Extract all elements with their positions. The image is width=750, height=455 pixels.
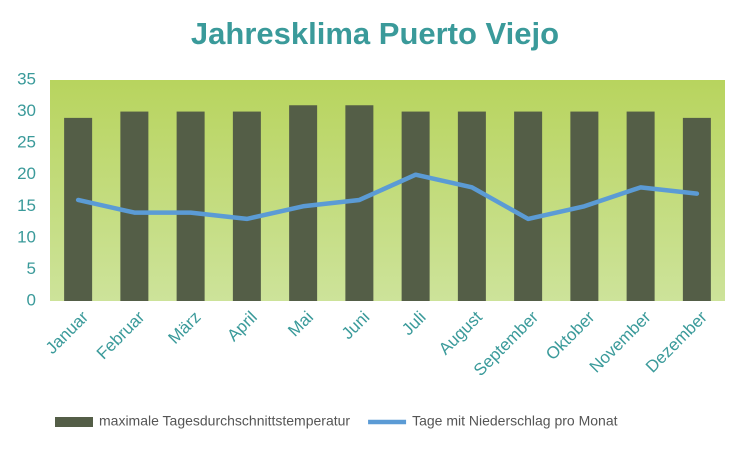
x-tick-label: Juli <box>398 308 429 339</box>
legend-swatch <box>55 417 93 427</box>
bar <box>176 111 205 301</box>
y-tick-label: 15 <box>17 196 36 215</box>
x-tick-label: Dezember <box>642 307 711 376</box>
legend-label: Tage mit Niederschlag pro Monat <box>412 413 618 429</box>
x-tick-label: Mai <box>284 308 317 341</box>
x-tick-label: Oktober <box>542 307 598 363</box>
x-tick-label: August <box>435 307 486 358</box>
legend-label: maximale Tagesdurchschnittstemperatur <box>99 413 350 429</box>
x-tick-label: Januar <box>42 307 92 357</box>
bar <box>682 117 711 301</box>
y-tick-label: 25 <box>17 133 36 152</box>
plot-area <box>50 80 725 301</box>
chart-title: Jahresklima Puerto Viejo <box>191 16 559 51</box>
bar <box>64 117 93 301</box>
x-tick-label: April <box>223 308 260 345</box>
y-tick-label: 0 <box>27 290 36 309</box>
bar <box>401 111 430 301</box>
y-tick-label: 5 <box>27 259 36 278</box>
y-tick-label: 10 <box>17 227 36 246</box>
bar <box>120 111 149 301</box>
x-tick-label: Juni <box>338 308 373 343</box>
line <box>75 172 700 222</box>
bar <box>457 111 486 301</box>
y-tick-label: 35 <box>17 69 36 88</box>
bar <box>232 111 261 301</box>
bar <box>626 111 655 301</box>
bar <box>514 111 543 301</box>
x-tick-label: März <box>164 308 204 348</box>
x-tick-label: Februar <box>93 307 149 363</box>
y-tick-label: 30 <box>17 101 36 120</box>
y-tick-label: 20 <box>17 164 36 183</box>
